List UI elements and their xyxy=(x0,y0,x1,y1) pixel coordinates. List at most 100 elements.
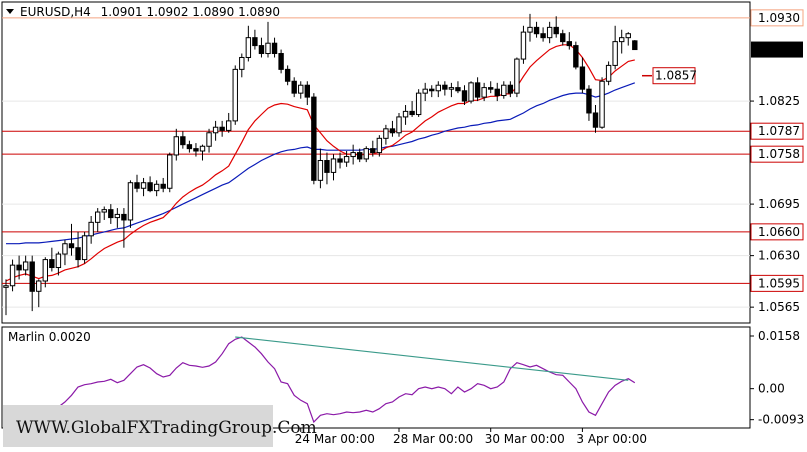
candle-body xyxy=(330,158,337,173)
price-tick-label: 1.0825 xyxy=(758,94,800,108)
level-box xyxy=(750,9,804,27)
candle xyxy=(370,140,376,157)
current-price-box xyxy=(751,41,803,58)
candle xyxy=(324,152,330,185)
candle xyxy=(376,135,383,157)
candle xyxy=(55,251,62,276)
candle-body xyxy=(199,145,206,152)
candle-body xyxy=(252,37,258,47)
candle xyxy=(560,29,566,46)
candle-body xyxy=(62,243,68,255)
candle-body xyxy=(553,26,559,35)
candle xyxy=(317,148,324,189)
symbol-label: EURUSD,H4 xyxy=(20,5,91,19)
candle xyxy=(219,120,225,137)
candle-body xyxy=(265,42,271,55)
candle xyxy=(232,65,238,125)
candle-body xyxy=(383,128,389,139)
candle-body xyxy=(540,33,546,39)
candle xyxy=(186,140,193,153)
candle-body xyxy=(140,182,147,189)
candle-body xyxy=(612,41,618,66)
candle xyxy=(160,177,166,193)
candle-body xyxy=(68,243,75,249)
candle-body xyxy=(153,183,160,192)
symbol-header: EURUSD,H4 1.0901 1.0902 1.0890 1.0890 xyxy=(20,5,280,19)
candle xyxy=(278,49,284,74)
candle-body xyxy=(311,96,317,181)
candle-body xyxy=(481,87,487,98)
candle-body xyxy=(461,90,468,102)
candle xyxy=(612,25,618,70)
candle-body xyxy=(442,84,448,90)
candle xyxy=(632,40,638,51)
candle-body xyxy=(95,211,101,223)
candle xyxy=(553,16,559,38)
candle xyxy=(448,82,455,98)
candle xyxy=(311,93,317,185)
candle-body xyxy=(370,148,376,154)
candle xyxy=(114,208,121,228)
candle-body xyxy=(239,56,245,70)
candle-body xyxy=(573,45,579,68)
level-label: 1.0787 xyxy=(758,124,800,138)
candle xyxy=(36,279,42,308)
candle xyxy=(153,180,160,197)
candle-body xyxy=(55,253,62,269)
candle xyxy=(298,81,304,99)
candle xyxy=(88,216,94,244)
candle-body xyxy=(586,88,592,114)
candle xyxy=(514,57,520,98)
candle xyxy=(461,85,468,106)
candle-body xyxy=(186,144,193,150)
candle xyxy=(245,25,252,62)
watermark-bg xyxy=(3,405,273,447)
candle-body xyxy=(29,261,35,292)
candle-body xyxy=(507,84,514,94)
indicator-tick-label: 0.0158 xyxy=(758,329,800,343)
divergence-trendline xyxy=(235,336,629,381)
candle xyxy=(488,81,494,94)
candle-body xyxy=(514,58,520,94)
candle xyxy=(350,144,356,165)
candle-body xyxy=(193,148,199,152)
candle xyxy=(546,21,553,44)
candle xyxy=(468,81,474,104)
candle-body xyxy=(520,31,527,60)
level-label: 1.0595 xyxy=(758,276,800,290)
candle-body xyxy=(219,126,225,131)
candle-body xyxy=(474,82,481,98)
collapse-arrow-icon[interactable] xyxy=(6,9,14,14)
time-tick-label: 3 Apr 00:00 xyxy=(576,432,647,446)
candle-body xyxy=(566,41,572,47)
candle xyxy=(383,124,389,145)
candle xyxy=(121,208,127,248)
candle xyxy=(9,259,16,292)
candle-body xyxy=(36,280,42,292)
candle-body xyxy=(114,213,121,219)
candle xyxy=(343,151,350,167)
candle-body xyxy=(127,182,134,221)
candle-body xyxy=(291,80,297,94)
candle-body xyxy=(108,209,114,219)
candle-body xyxy=(592,112,599,128)
level-box xyxy=(750,122,804,140)
candle-body xyxy=(579,66,586,90)
candle-body xyxy=(435,84,442,92)
candle xyxy=(265,21,271,58)
candle-body xyxy=(488,87,494,90)
watermark-text: WWW.GlobalFXTradingGroup.Com xyxy=(16,418,317,438)
level-label: 1.0758 xyxy=(758,147,800,161)
candle-body xyxy=(81,235,88,261)
candle xyxy=(605,61,612,86)
time-tick-label: 28 Mar 00:00 xyxy=(393,432,473,446)
ohlc-values: 1.0901 1.0902 1.0890 1.0890 xyxy=(101,5,280,19)
price-grid xyxy=(2,100,750,308)
candle-body xyxy=(625,33,631,39)
level-box xyxy=(750,223,804,241)
candle-body xyxy=(455,87,461,92)
candle xyxy=(271,37,278,58)
candle xyxy=(101,206,107,220)
candle-body xyxy=(317,160,324,181)
